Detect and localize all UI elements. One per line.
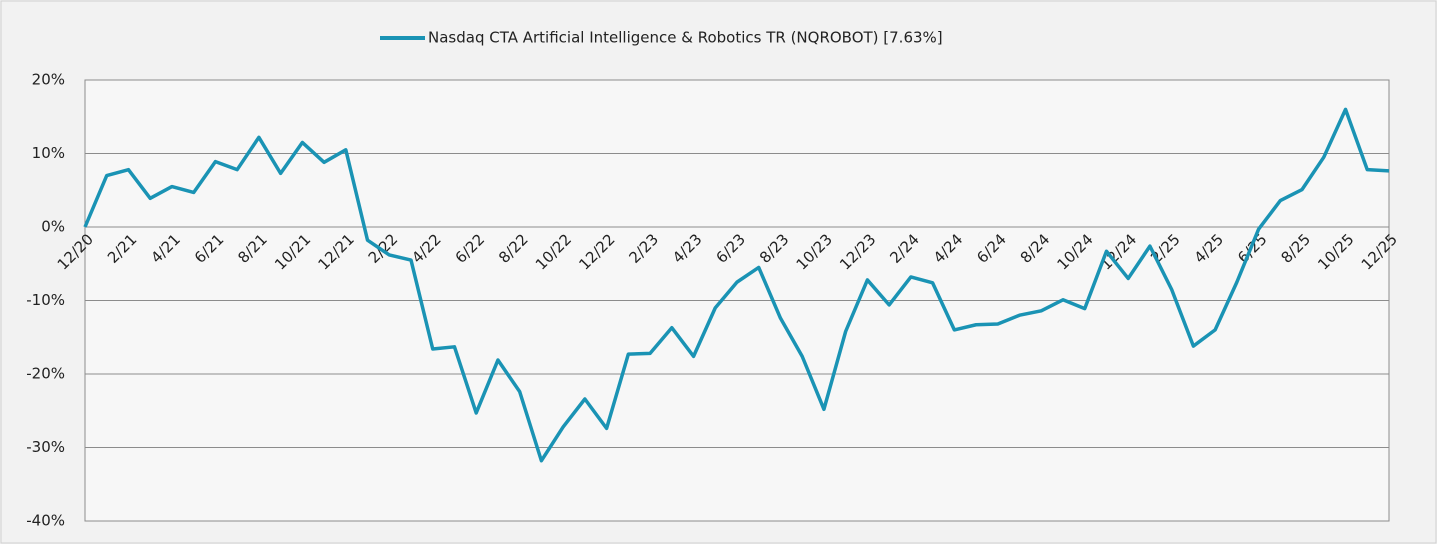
y-tick-label: -40% bbox=[26, 512, 65, 530]
y-tick-label: 10% bbox=[32, 144, 65, 162]
legend-label: Nasdaq CTA Artificial Intelligence & Rob… bbox=[428, 29, 943, 47]
y-tick-label: -10% bbox=[26, 291, 65, 309]
y-tick-label: -20% bbox=[26, 365, 65, 383]
y-tick-label: 0% bbox=[41, 218, 65, 236]
y-tick-label: 20% bbox=[32, 71, 65, 89]
y-tick-label: -30% bbox=[26, 438, 65, 456]
series-line bbox=[83, 107, 1390, 463]
